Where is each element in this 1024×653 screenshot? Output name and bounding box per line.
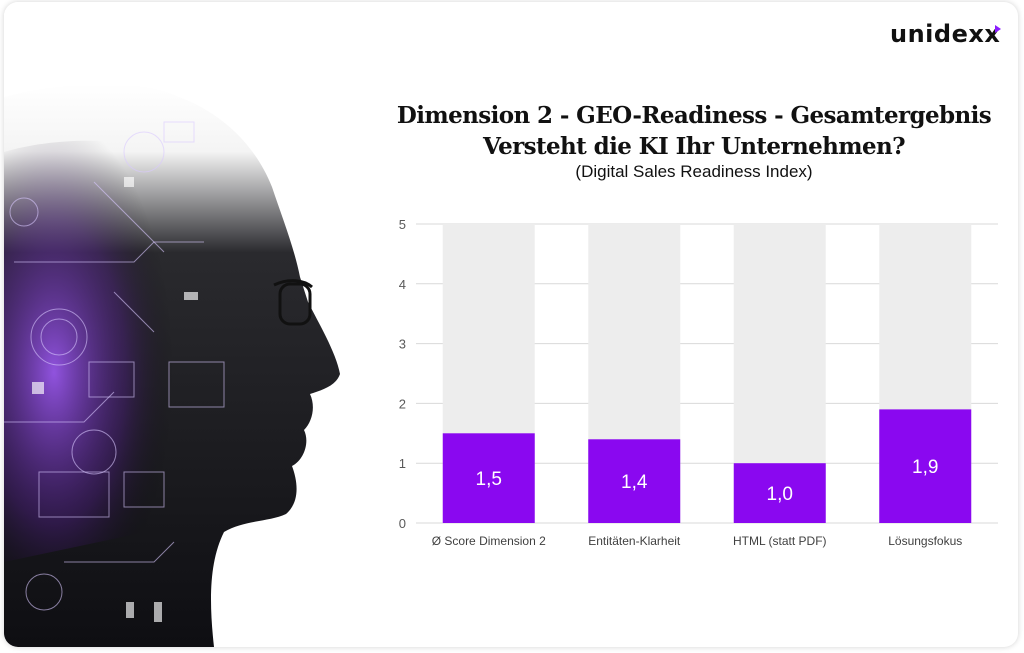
human-profile-tech-overlay-image [4,2,354,647]
y-tick-label: 2 [399,396,406,411]
value-bar [733,463,826,523]
data-label: 1,9 [912,457,938,478]
x-category-label: Entitäten-Klarheit [588,534,681,548]
x-category-label: Lösungsfokus [888,534,962,548]
infographic-card: unidexx Dimension 2 - GEO-Readiness - Ge… [4,2,1018,647]
data-label: 1,5 [476,469,502,490]
y-tick-label: 5 [399,217,406,232]
x-category-label: HTML (statt PDF) [733,534,827,548]
y-tick-label: 4 [399,277,406,292]
x-category-label: Ø Score Dimension 2 [432,534,546,548]
bar-chart: 0 1 2 3 4 5 1,5 Ø Score Dimension 2 1,4 Entitäten… [399,217,998,548]
value-bar [588,439,681,523]
data-label: 1,0 [767,484,793,505]
value-bar [442,433,535,523]
y-tick-label: 1 [399,456,406,471]
logo-accent-triangle-icon [995,25,1001,33]
data-label: 1,4 [621,472,648,493]
y-tick-label: 3 [399,337,406,352]
chart-subtitle: (Digital Sales Readiness Index) [575,162,813,181]
brand-logo: unidexx [890,20,1001,48]
chart-title-line-2: Versteht die KI Ihr Unternehmen? [482,133,906,160]
y-tick-label: 0 [399,516,406,531]
value-bar [879,409,972,523]
chart-title-line-1: Dimension 2 - GEO-Readiness - Gesamterge… [396,102,992,129]
